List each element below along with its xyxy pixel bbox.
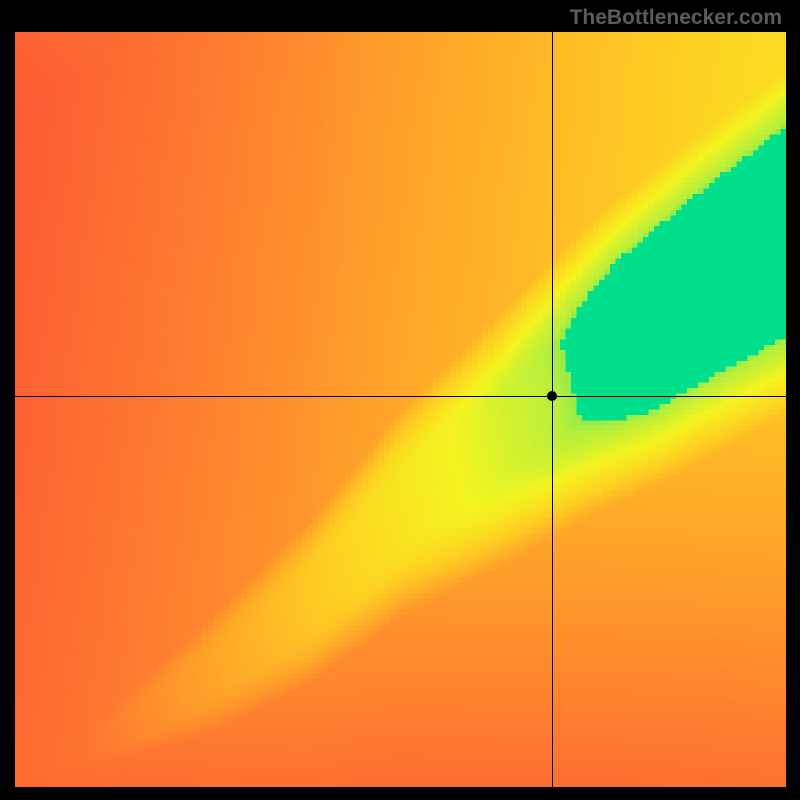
crosshair-vertical (552, 32, 553, 787)
crosshair-horizontal (15, 396, 786, 397)
heatmap-plot (15, 32, 786, 787)
crosshair-marker (547, 391, 557, 401)
watermark-text: TheBottlenecker.com (570, 6, 782, 30)
heatmap-canvas (15, 32, 786, 787)
